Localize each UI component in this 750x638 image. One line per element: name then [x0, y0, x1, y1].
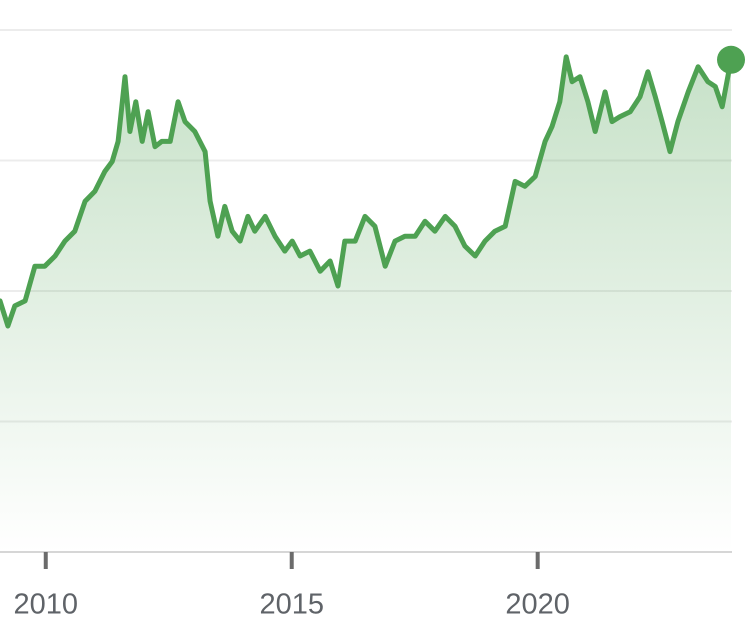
x-tick-label: 2015 — [259, 589, 324, 621]
line — [0, 54, 734, 329]
x-tick-label: 2010 — [13, 589, 78, 621]
last-point-marker — [717, 45, 746, 74]
x-tick-label: 2020 — [505, 589, 570, 621]
area — [0, 56, 731, 553]
